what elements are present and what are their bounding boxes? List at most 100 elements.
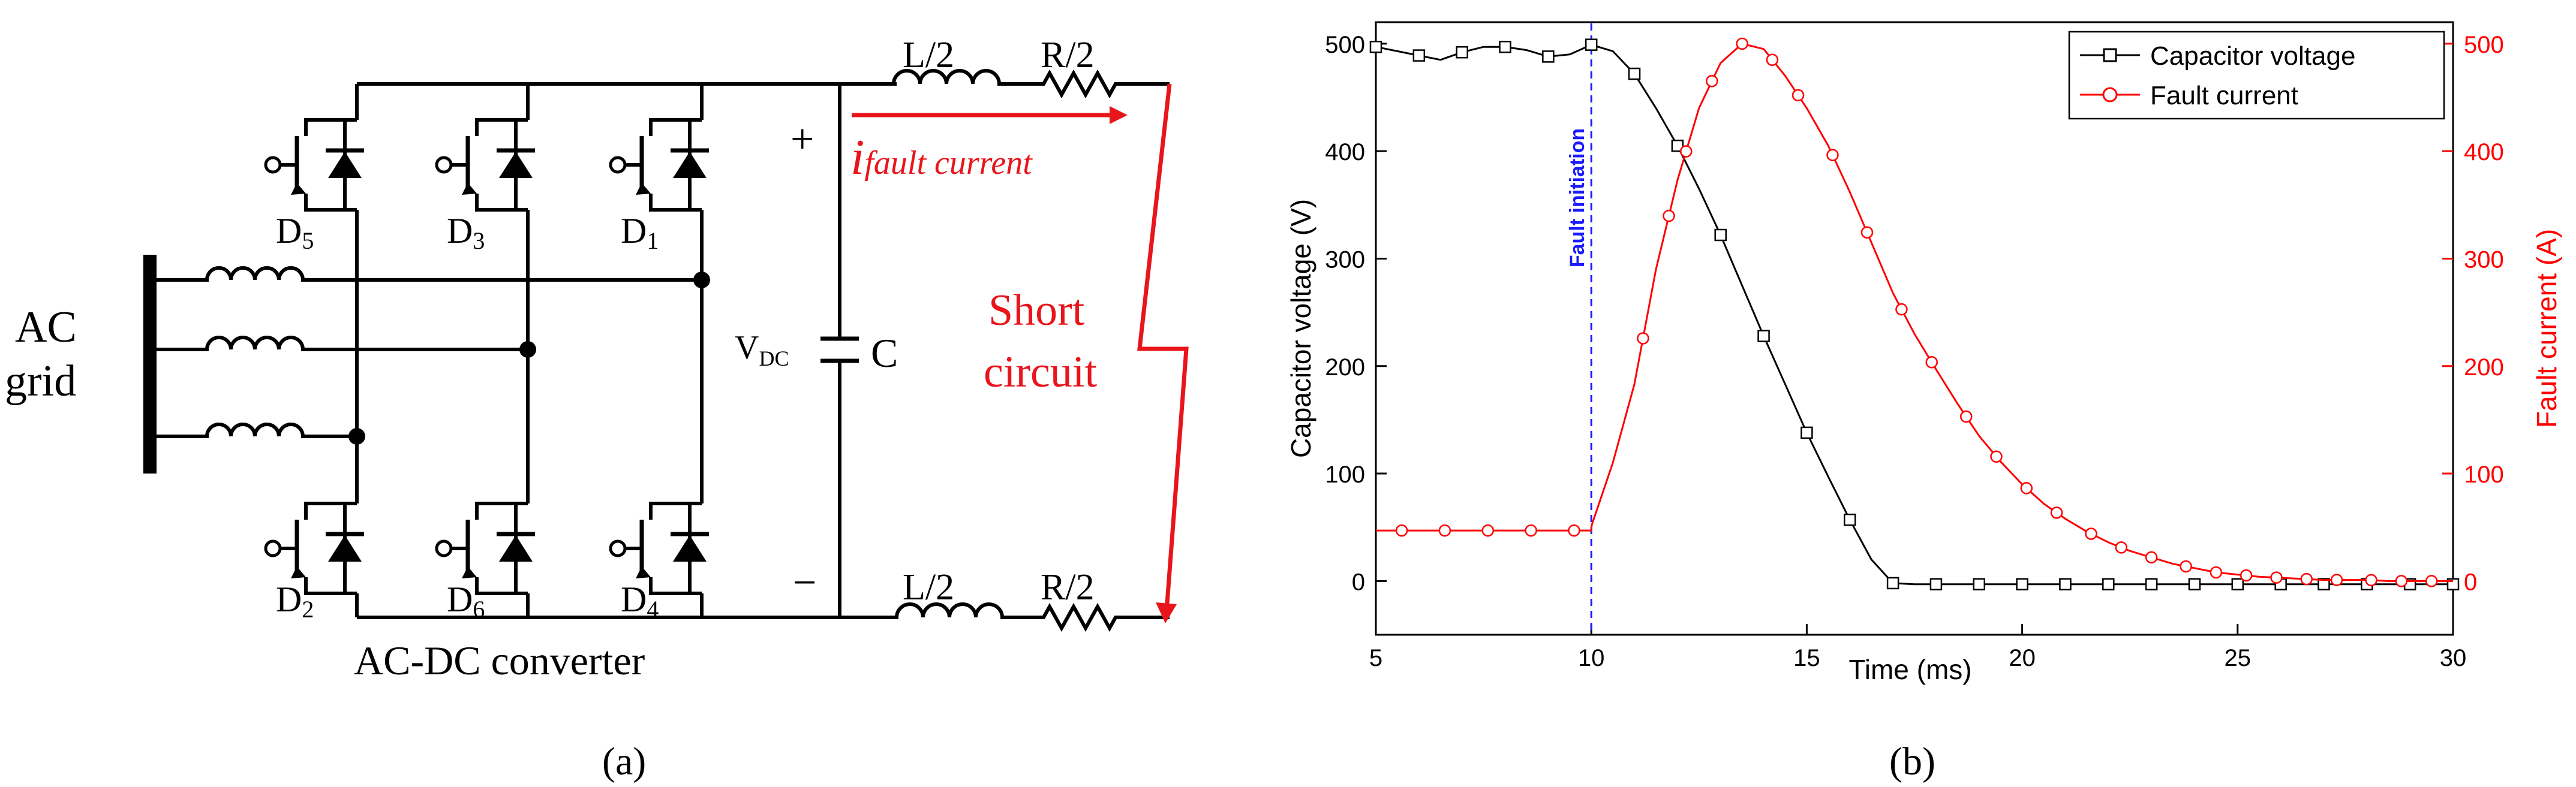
vdc-label: VDC: [735, 329, 789, 370]
right-axis: 0 100 200 300 400 500: [2442, 32, 2504, 595]
switch-group: [264, 118, 709, 595]
data-point: [2020, 482, 2033, 494]
x-tick-label: 20: [2009, 645, 2036, 671]
data-point: [1792, 89, 1805, 102]
top-resistor-label: R/2: [1041, 35, 1095, 76]
series-layer: [1369, 37, 2460, 590]
converter-label: AC-DC converter: [354, 638, 645, 683]
igbt-switch: [435, 118, 535, 212]
legend: Capacitor voltage Fault current: [2068, 31, 2445, 120]
fault-current-symbol: i: [850, 129, 864, 185]
data-point: [1525, 524, 1537, 537]
left-tick-label: 100: [1325, 462, 1365, 488]
data-point: [2240, 569, 2253, 582]
data-point: [1671, 139, 1684, 152]
left-tick-label: 200: [1325, 354, 1365, 381]
chart-area: 0 100 200 300 400 500 0 100 200 300 400 500 5 10 15 2…: [1285, 21, 2562, 685]
bottom-resistor-label: R/2: [1041, 567, 1095, 608]
data-point: [2425, 575, 2438, 587]
data-point: [2330, 574, 2343, 586]
data-point: [2016, 578, 2028, 590]
short-circuit-label-line1: Short: [988, 286, 1085, 335]
data-point: [1895, 303, 1908, 316]
freewheel-diode: [497, 148, 535, 178]
igbt-switch: [609, 502, 709, 595]
x-axis: 5 10 15 20 25 30: [1369, 624, 2466, 671]
data-point: [1395, 524, 1408, 537]
data-point: [1663, 209, 1675, 222]
data-point: [1456, 46, 1468, 59]
right-tick-label: 300: [2464, 246, 2504, 273]
data-point: [1886, 577, 1899, 590]
capacitor-label: C: [871, 330, 898, 376]
freewheel-diode: [497, 532, 535, 562]
diode-label: D6: [447, 580, 485, 623]
legend-marker-current: [2102, 87, 2118, 102]
data-point: [1925, 356, 1938, 369]
data-point: [1628, 67, 1641, 80]
data-point: [2365, 574, 2377, 587]
data-point: [2102, 578, 2115, 590]
data-point: [1585, 38, 1598, 51]
data-point: [1714, 228, 1727, 242]
data-point: [1801, 426, 1813, 439]
top-output-branch: [840, 69, 1170, 99]
legend-label-voltage: Capacitor voltage: [2150, 41, 2355, 71]
data-point: [2395, 575, 2408, 587]
dc-link-capacitor: [820, 84, 859, 617]
data-point: [2180, 560, 2192, 573]
x-tick-label: 10: [1578, 645, 1605, 671]
series-capacitor-voltage: [1369, 38, 2460, 590]
bottom-inductor-label: L/2: [903, 567, 954, 608]
series-fault-current: [1376, 37, 2453, 587]
data-point: [1568, 524, 1580, 537]
x-tick-label: 5: [1369, 645, 1382, 671]
data-point: [1826, 149, 1839, 161]
fault-initiation-label: Fault initiation: [1566, 128, 1589, 267]
legend-box: [2068, 31, 2445, 120]
data-point: [2085, 527, 2097, 540]
short-circuit-label-line2: circuit: [984, 348, 1097, 397]
data-point: [1542, 50, 1555, 63]
data-point: [2188, 578, 2201, 590]
diode-label: D3: [447, 211, 485, 254]
data-point: [2300, 572, 2313, 586]
plot-frame: [1375, 21, 2454, 636]
data-point: [2145, 551, 2158, 564]
diode-labels: D5 D3 D1 D2 D6 D4: [276, 211, 659, 623]
data-point: [1438, 524, 1451, 537]
top-inductor-label: L/2: [903, 35, 954, 76]
data-point: [1481, 524, 1495, 537]
x-tick-label: 15: [1793, 645, 1820, 671]
grid-label-line2: grid: [5, 357, 76, 406]
data-point: [2050, 506, 2063, 519]
x-tick-label: 25: [2225, 645, 2252, 671]
short-circuit-arrowhead: [1156, 602, 1177, 623]
data-point: [1736, 37, 1748, 50]
fault-current-arrowhead: [1110, 106, 1128, 124]
data-point: [1369, 40, 1382, 53]
diode-label: D5: [276, 211, 314, 254]
igbt-switch: [435, 502, 535, 595]
fault-current-subscript: fault current: [864, 144, 1033, 182]
freewheel-diode: [671, 532, 709, 562]
data-point: [1679, 145, 1693, 158]
right-tick-label: 400: [2464, 139, 2504, 165]
fault-initiation-annotation: Fault initiation: [1566, 23, 1592, 634]
data-point: [1412, 49, 1426, 62]
right-tick-label: 200: [2464, 354, 2504, 381]
converter-legs: [355, 84, 704, 617]
igbt-switch: [264, 502, 364, 595]
data-point: [2115, 541, 2128, 554]
freewheel-diode: [326, 148, 364, 178]
panel-label-a: (a): [602, 740, 646, 783]
diode-label: D1: [621, 211, 659, 254]
data-point: [1757, 330, 1770, 342]
data-point: [2145, 578, 2158, 590]
data-point: [1706, 75, 1718, 88]
data-point: [2270, 571, 2283, 584]
y-axis-left-label: Capacitor voltage (V): [1285, 199, 1316, 458]
x-tick-label: 30: [2440, 645, 2467, 671]
right-tick-label: 0: [2464, 569, 2477, 595]
short-circuit-wire: [1137, 83, 1189, 612]
